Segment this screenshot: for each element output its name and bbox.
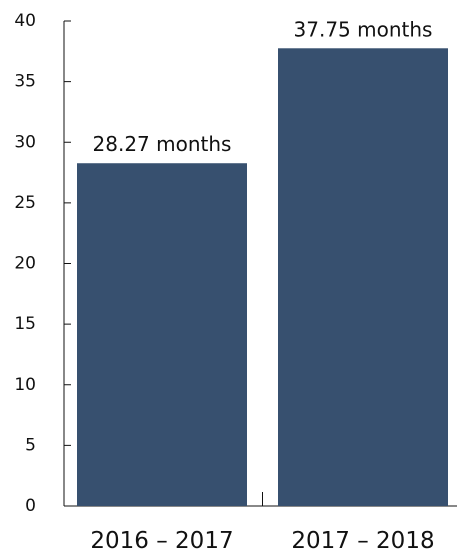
- bar-2: [278, 48, 448, 506]
- bars: [77, 48, 448, 506]
- y-tick-label: 30: [14, 132, 36, 152]
- category-labels: 2016 – 2017 2017 – 2018: [90, 528, 434, 554]
- y-tick-label: 35: [14, 72, 36, 92]
- data-label-2: 37.75 months: [294, 17, 433, 41]
- bar-1: [77, 163, 247, 506]
- y-axis: 0 5 10 15 20 25 30 35 40: [14, 11, 71, 516]
- y-tick-label: 10: [14, 375, 36, 395]
- data-label-1: 28.27 months: [93, 132, 232, 156]
- y-tick-label: 20: [14, 254, 36, 274]
- y-tick-label: 25: [14, 193, 36, 213]
- y-tick-label: 15: [14, 314, 36, 334]
- data-labels: 28.27 months 37.75 months: [93, 17, 433, 156]
- category-label-2: 2017 – 2018: [291, 528, 434, 554]
- y-tick-label: 40: [14, 11, 36, 31]
- y-tick-label: 0: [25, 496, 36, 516]
- category-label-1: 2016 – 2017: [90, 528, 233, 554]
- y-tick-label: 5: [25, 435, 36, 455]
